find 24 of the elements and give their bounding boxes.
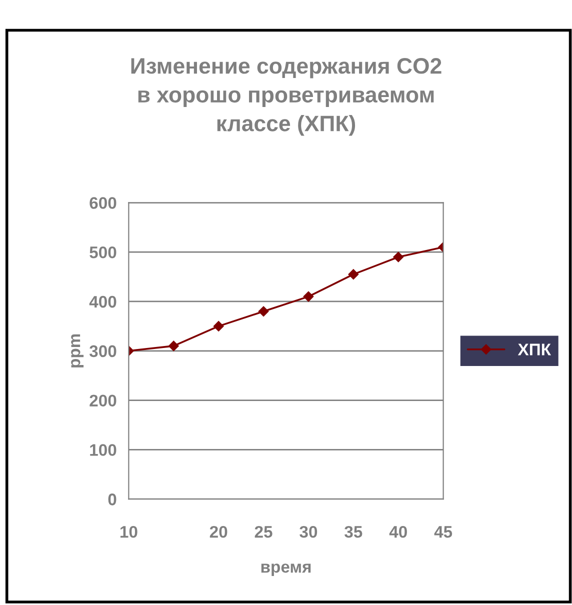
point — [303, 291, 314, 302]
y-tick-label: 200 — [90, 394, 116, 407]
y-axis-title: ppm — [71, 334, 84, 368]
y-tick-label: 100 — [90, 444, 116, 456]
x-tick-label: 35 — [344, 526, 362, 538]
y-tick-label: 300 — [89, 345, 116, 358]
x-tick-label: 10 — [120, 526, 138, 538]
x-tick-label: 25 — [254, 526, 272, 538]
point — [168, 340, 179, 352]
y-tick-label: 500 — [90, 246, 116, 258]
chart-title: Изменение содержания CO2 в хорошо проветриваемом классе (ХПК) — [131, 58, 442, 136]
y-tick-label: 600 — [90, 197, 116, 209]
x-axis-title: время — [261, 564, 311, 576]
legend-label: ХПК — [518, 344, 552, 356]
x-tick-label: 30 — [300, 526, 318, 538]
point — [258, 306, 269, 316]
y-tick-label: 400 — [89, 296, 116, 308]
x-tick-label: 20 — [210, 526, 228, 538]
y-tick-label: 0 — [108, 494, 116, 506]
x-tick-label: 45 — [434, 526, 452, 538]
point — [393, 252, 404, 262]
point — [213, 321, 224, 332]
x-tick-label: 40 — [389, 526, 407, 538]
point — [348, 269, 359, 280]
